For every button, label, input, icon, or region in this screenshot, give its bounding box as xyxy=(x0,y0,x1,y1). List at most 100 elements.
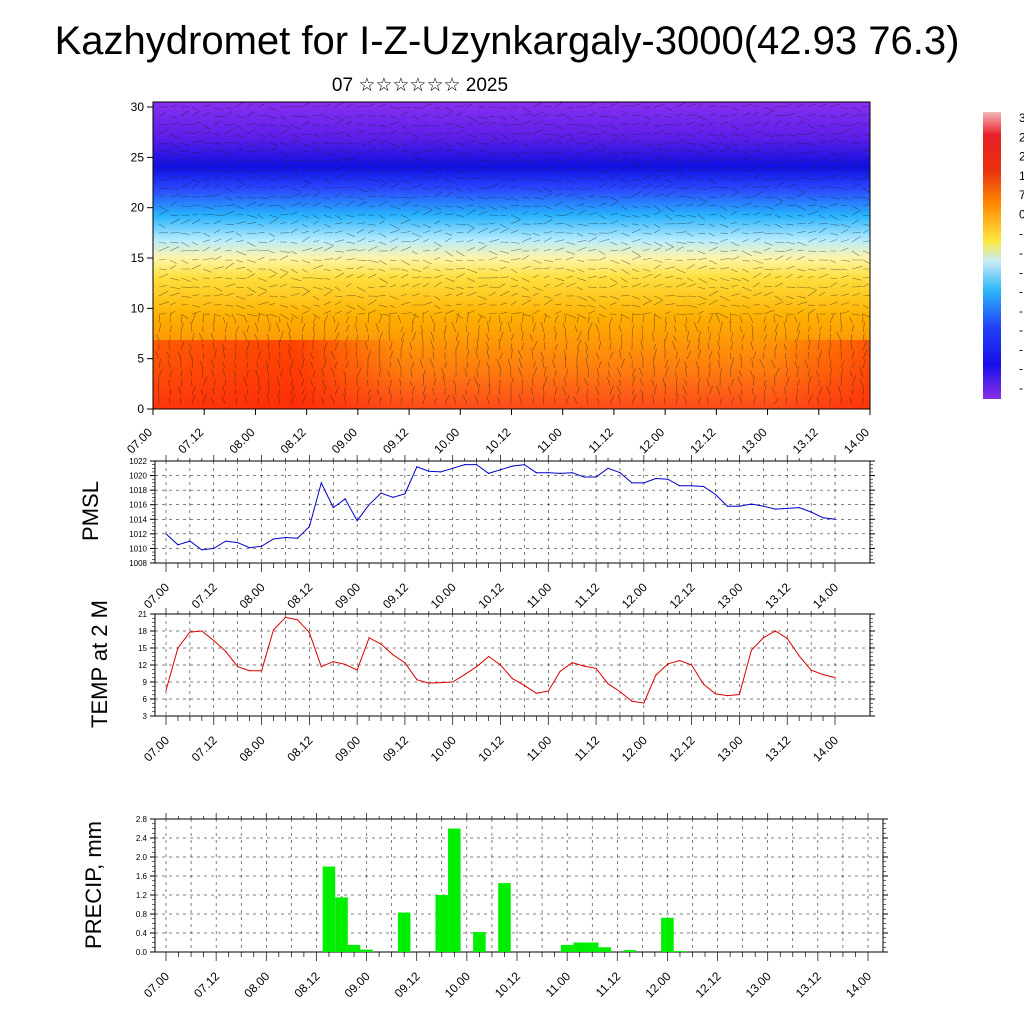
pmsl-ytick-label: 1016 xyxy=(129,501,147,510)
temp-point xyxy=(332,661,334,663)
chart-subtitle: 07 ☆☆☆☆☆☆ 2025 xyxy=(332,75,508,96)
temp-point xyxy=(810,669,812,671)
heatmap-xtick-label: 10.00 xyxy=(431,425,462,456)
precip-bar xyxy=(661,917,674,952)
pmsl-point xyxy=(702,485,705,488)
pmsl-point xyxy=(511,465,514,467)
precip-bar xyxy=(322,866,336,952)
pmsl-xtick-label: 08.00 xyxy=(237,580,268,611)
temp-point xyxy=(404,662,406,664)
temp-point xyxy=(571,662,573,664)
precip-bar xyxy=(498,883,511,952)
heatmap-ytick-label: 25 xyxy=(131,150,145,164)
pmsl-xtick-label: 07.00 xyxy=(141,580,172,611)
temp-point xyxy=(165,689,167,692)
temp-point xyxy=(798,655,800,657)
pmsl-point xyxy=(464,464,466,466)
heatmap-xtick-label: 09.00 xyxy=(329,425,360,456)
temp-xtick-label: 09.00 xyxy=(332,733,363,764)
pmsl-xtick-label: 07.12 xyxy=(189,580,220,611)
colorbar-tick-label: - xyxy=(1019,227,1023,241)
temp-xtick-label: 11.12 xyxy=(572,733,603,764)
temp-point xyxy=(452,681,454,683)
pmsl-point xyxy=(332,507,334,509)
pmsl-point xyxy=(619,472,621,474)
temp-point xyxy=(487,655,490,658)
temp-xtick-label: 12.12 xyxy=(667,733,698,764)
temp-point xyxy=(822,674,824,676)
temp-point xyxy=(392,654,394,656)
pmsl-point xyxy=(655,477,657,480)
pmsl-point xyxy=(667,478,669,480)
temp-point xyxy=(702,683,705,685)
precip-ytick-label: 0.4 xyxy=(136,929,148,938)
pmsl-point xyxy=(762,505,764,507)
pmsl-point xyxy=(714,493,717,496)
temp-point xyxy=(260,670,263,672)
temp-xtick-label: 13.12 xyxy=(762,733,793,764)
precip-xtick-label: 09.12 xyxy=(392,969,423,1000)
pmsl-point xyxy=(356,520,358,522)
pmsl-point xyxy=(260,545,263,547)
temp-point xyxy=(237,666,239,668)
precip-bar xyxy=(397,912,411,952)
temp-point xyxy=(535,692,537,694)
temp-xtick-label: 14.00 xyxy=(810,733,841,764)
temp-point xyxy=(272,629,275,631)
heatmap-ytick-label: 20 xyxy=(131,201,145,215)
pmsl-point xyxy=(786,507,788,509)
pmsl-point xyxy=(834,518,836,520)
pmsl-point xyxy=(523,464,525,466)
precip-xtick-label: 10.00 xyxy=(442,969,473,1000)
pmsl-point xyxy=(416,466,418,468)
temp-point xyxy=(691,664,693,666)
precip-xtick-label: 13.00 xyxy=(743,969,774,1000)
precip-panel: PRECIP, mm 0.0 0.4 0.8 1.2 1.6 2.0 2.4 2.8 07.00… xyxy=(81,813,888,1000)
temp-ytick-label: 21 xyxy=(138,610,147,619)
colorbar-tick-label: - xyxy=(1019,342,1023,356)
precip-bar xyxy=(573,942,586,952)
temp-point xyxy=(726,695,729,697)
temp-point xyxy=(547,690,549,692)
pmsl-xtick-label: 12.12 xyxy=(667,580,698,611)
temp-xtick-label: 08.12 xyxy=(284,733,315,764)
temp-point xyxy=(595,667,597,670)
heatmap-ytick-label: 5 xyxy=(137,352,144,366)
temp-point xyxy=(762,637,764,639)
precip-ytick-label: 1.2 xyxy=(136,891,148,900)
temp-ytick-label: 12 xyxy=(138,661,147,670)
pmsl-point xyxy=(822,517,824,519)
temp-point xyxy=(189,631,191,633)
temp-ytick-label: 3 xyxy=(143,712,148,721)
pmsl-ytick-label: 1022 xyxy=(129,457,147,466)
pmsl-frame xyxy=(154,460,871,564)
temp-ytick-label: 6 xyxy=(143,695,148,704)
temp-point xyxy=(225,650,227,653)
pmsl-point xyxy=(774,508,776,510)
temp-point xyxy=(631,700,633,702)
temp-xtick-label: 11.00 xyxy=(524,733,555,764)
precip-bar xyxy=(598,947,612,952)
temp-point xyxy=(667,663,669,665)
pmsl-point xyxy=(750,503,752,505)
temp-point xyxy=(380,643,382,645)
temp-xtick-label: 10.12 xyxy=(475,733,506,764)
heatmap-warm-surface xyxy=(153,340,870,409)
pmsl-point xyxy=(440,471,442,473)
colorbar: 3 2 2 1 7 0 - - - - - - - - - xyxy=(983,111,1024,399)
pmsl-point xyxy=(213,547,215,550)
precip-xtick-label: 07.12 xyxy=(191,969,222,1000)
precip-xtick-label: 11.12 xyxy=(593,969,624,1000)
colorbar-tick-label: - xyxy=(1019,381,1023,395)
pmsl-point xyxy=(404,493,406,495)
heatmap-xtick-label: 07.00 xyxy=(124,425,155,456)
temp-ytick-label: 18 xyxy=(138,627,147,636)
pmsl-ytick-label: 1020 xyxy=(129,472,147,481)
pmsl-point xyxy=(571,472,573,474)
pmsl-point xyxy=(392,496,394,499)
pmsl-point xyxy=(679,485,681,487)
temp-ytick-label: 9 xyxy=(143,678,148,687)
temp-point xyxy=(416,679,418,681)
colorbar-tick-label: 7 xyxy=(1019,188,1024,202)
pmsl-point xyxy=(547,472,549,474)
